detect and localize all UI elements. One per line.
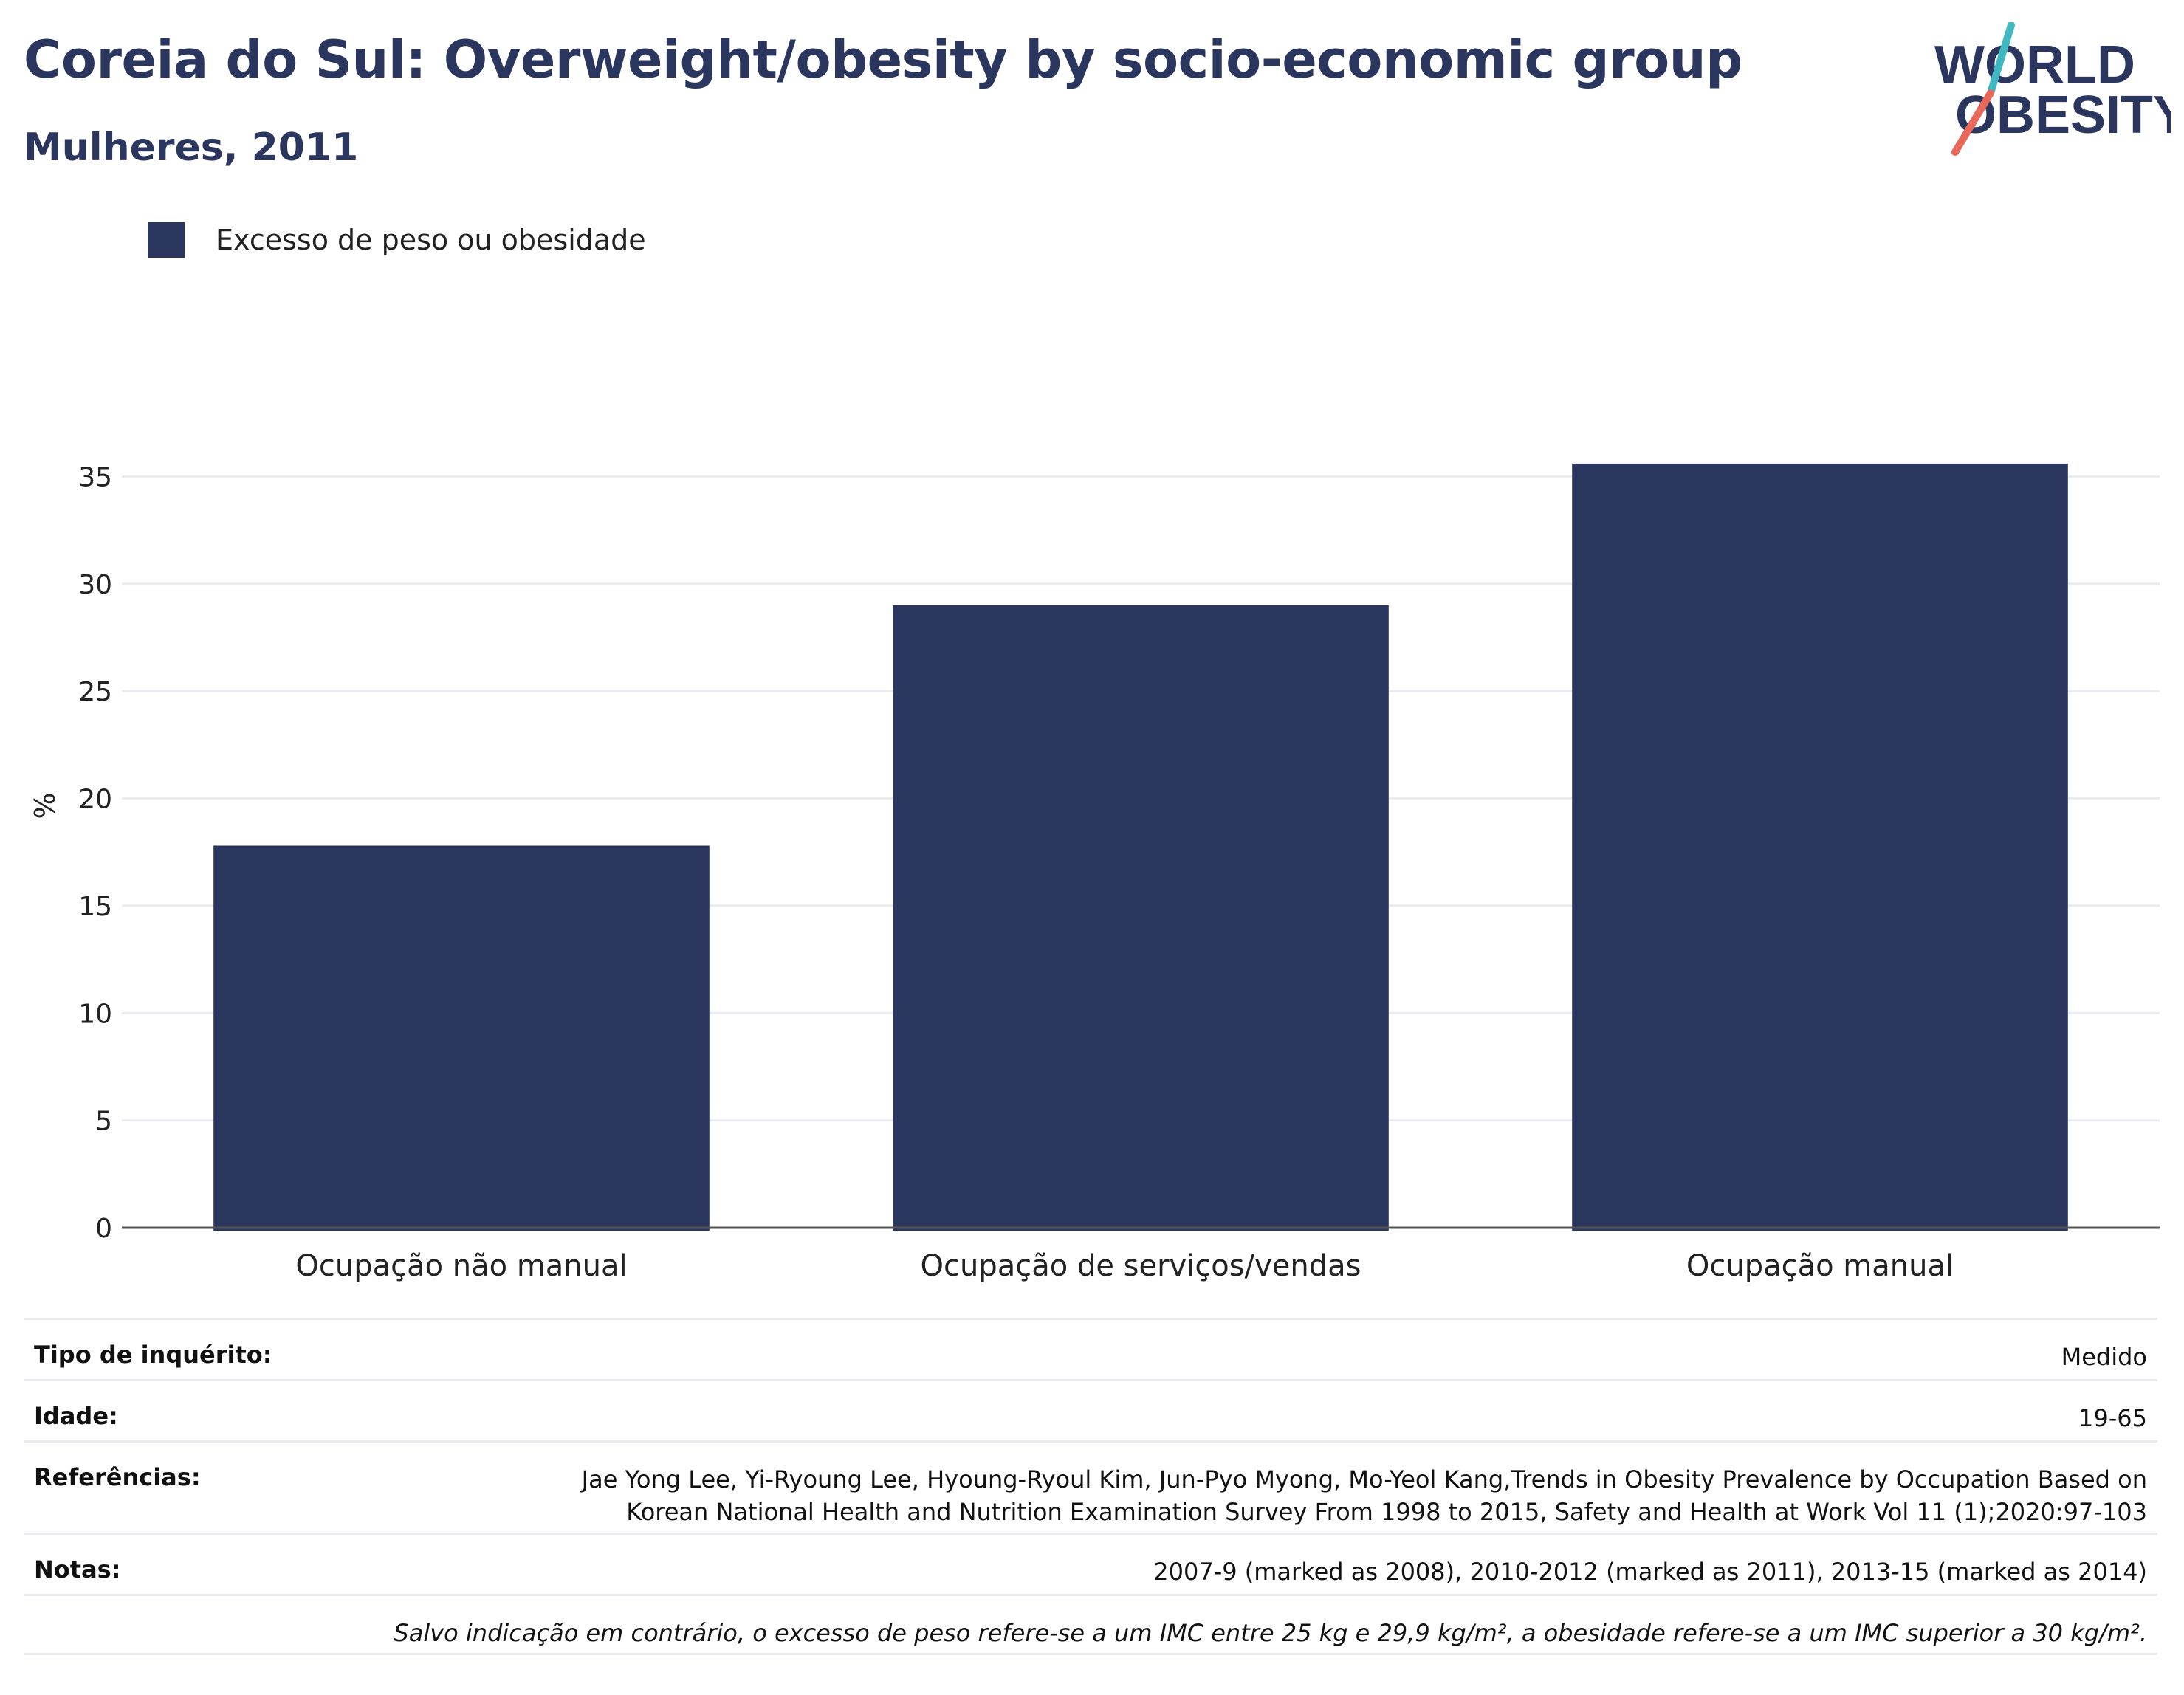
references-line-1: Jae Yong Lee, Yi-Ryoung Lee, Hyoung-Ryou… (581, 1465, 2147, 1493)
notes-label: Notas: (34, 1555, 121, 1584)
y-tick-label: 10 (78, 999, 112, 1029)
y-axis-label: % (29, 792, 61, 819)
meta-row-notes: Notas: 2007-9 (marked as 2008), 2010-201… (24, 1533, 2157, 1594)
legend-swatch (148, 222, 185, 258)
meta-row-age: Idade: 19-65 (24, 1379, 2157, 1440)
x-tick-label: Ocupação manual (1686, 1249, 1954, 1283)
x-tick-label: Ocupação não manual (295, 1249, 627, 1283)
x-tick-labels: Ocupação não manual Ocupação de serviços/… (295, 1249, 1954, 1283)
y-tick-label: 35 (78, 462, 112, 492)
survey-type-label: Tipo de inquérito: (34, 1341, 272, 1369)
world-obesity-logo: WORLD OBESITY (1934, 22, 2171, 156)
survey-type-value: Medido (2061, 1343, 2147, 1371)
bar[interactable] (1572, 463, 2068, 1231)
logo-text-world: WORLD (1934, 35, 2135, 94)
y-tick-label: 30 (78, 570, 112, 600)
age-label: Idade: (34, 1402, 118, 1430)
bar[interactable] (893, 605, 1389, 1231)
y-tick-label: 25 (78, 677, 112, 707)
footnote: Salvo indicação em contrário, o excesso … (394, 1619, 2147, 1647)
y-tick-label: 20 (78, 785, 112, 815)
y-tick-label: 15 (78, 892, 112, 922)
y-tick-labels: 0 5 10 15 20 25 30 35 (78, 462, 112, 1244)
notes-value: 2007-9 (marked as 2008), 2010-2012 (mark… (1153, 1558, 2147, 1586)
y-tick-label: 5 (95, 1107, 112, 1137)
bars (213, 463, 2068, 1231)
meta-row-references: Referências: Jae Yong Lee, Yi-Ryoung Lee… (24, 1440, 2157, 1533)
metadata-table: Tipo de inquérito: Medido Idade: 19-65 R… (24, 1318, 2157, 1655)
legend-label: Excesso de peso ou obesidade (216, 224, 646, 256)
y-tick-label: 0 (95, 1214, 112, 1244)
logo-slash-top (1987, 22, 2015, 97)
age-value: 19-65 (2078, 1404, 2147, 1432)
chart-title: Coreia do Sul: Overweight/obesity by soc… (24, 30, 1742, 90)
bar[interactable] (213, 845, 710, 1231)
references-line-2: Korean National Health and Nutrition Exa… (626, 1498, 2147, 1526)
chart-subtitle: Mulheres, 2011 (24, 126, 359, 170)
references-value: Jae Yong Lee, Yi-Ryoung Lee, Hyoung-Ryou… (582, 1463, 2147, 1528)
meta-row-survey-type: Tipo de inquérito: Medido (24, 1318, 2157, 1379)
meta-row-footnote: Salvo indicação em contrário, o excesso … (24, 1594, 2157, 1655)
references-label: Referências: (34, 1463, 201, 1491)
x-tick-label: Ocupação de serviços/vendas (921, 1249, 1361, 1283)
legend[interactable]: Excesso de peso ou obesidade (148, 221, 646, 258)
logo-slash-bottom (1951, 89, 1994, 156)
